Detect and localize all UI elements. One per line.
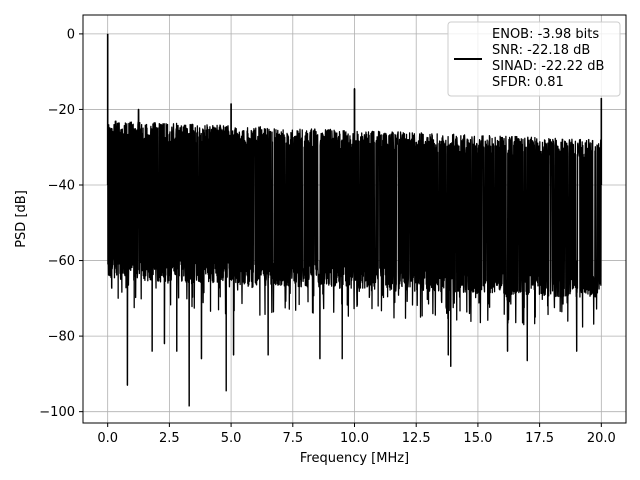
legend-text-sinad: SINAD: -22.22 dB <box>492 59 604 74</box>
legend-text-enob: ENOB: -3.98 bits <box>492 27 599 42</box>
legend: ENOB: -3.98 bits SNR: -22.18 dB SINAD: -… <box>447 21 621 97</box>
y-tick-label: −20 <box>48 103 75 118</box>
y-tick-label: −100 <box>39 405 75 420</box>
x-axis-label: Frequency [MHz] <box>300 451 409 466</box>
x-tick-label: 0.0 <box>97 431 118 446</box>
y-tick-label: −60 <box>48 254 75 269</box>
y-tick-label: −40 <box>48 179 75 194</box>
legend-box <box>447 21 621 97</box>
x-tick-label: 5.0 <box>221 431 242 446</box>
y-axis-label: PSD [dB] <box>14 190 29 248</box>
x-tick-label: 7.5 <box>282 431 303 446</box>
x-tick-label: 10.0 <box>340 431 369 446</box>
x-tick-label: 20.0 <box>587 431 616 446</box>
legend-text-snr: SNR: -22.18 dB <box>492 43 590 58</box>
axis-ticks: 0.0 2.5 5.0 7.5 10.0 12.5 15.0 17.5 20.0 0 −20 −40 −… <box>39 27 616 446</box>
y-tick-label: 0 <box>67 27 75 42</box>
x-tick-label: 17.5 <box>525 431 554 446</box>
x-tick-label: 2.5 <box>159 431 180 446</box>
y-tick-label: −80 <box>48 330 75 345</box>
legend-text-sfdr: SFDR: 0.81 <box>492 75 564 90</box>
psd-series-line <box>106 33 603 407</box>
x-tick-label: 15.0 <box>463 431 492 446</box>
x-tick-label: 12.5 <box>402 431 431 446</box>
